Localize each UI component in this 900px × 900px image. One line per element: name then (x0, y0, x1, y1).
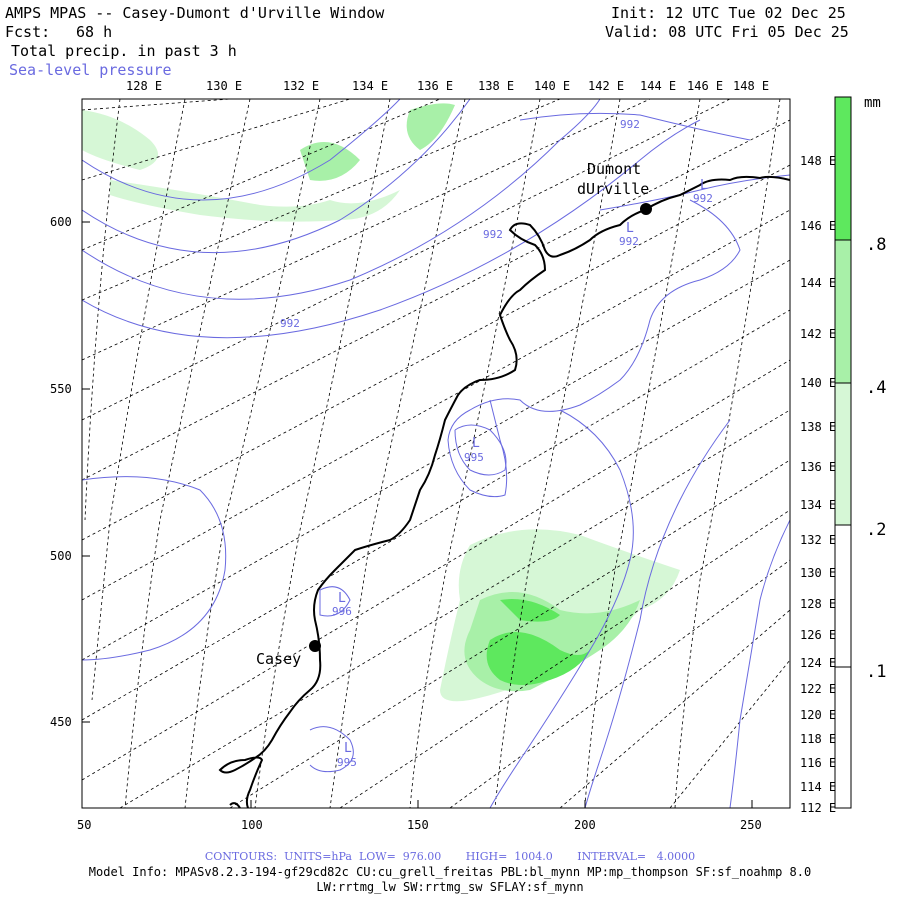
isobars (82, 99, 790, 808)
isobar-label: 992 (483, 228, 503, 241)
right-lon-label: 138 E (800, 420, 836, 434)
right-lon-label: 124 E (800, 656, 836, 670)
top-lon-label: 130 E (206, 79, 242, 93)
colorbar-segment (834, 239, 852, 384)
left-axis-label: 550 (50, 382, 72, 396)
top-lon-label: 146 E (687, 79, 723, 93)
colorbar-segment (834, 524, 852, 668)
bottom-axis-label: 250 (740, 818, 762, 832)
physics-info: LW:rrtmg_lw SW:rrtmg_sw SFLAY:sf_mynn (316, 880, 584, 894)
isobar-label: 992 (620, 118, 640, 131)
colorbar-unit: mm (864, 95, 881, 111)
bottom-axis-label: 150 (407, 818, 429, 832)
init-time: Init: 12 UTC Tue 02 Dec 25 (611, 4, 846, 22)
top-lon-label: 142 E (588, 79, 624, 93)
contours-info: CONTOURS: UNITS=hPa LOW= 976.00 HIGH= 10… (204, 850, 696, 863)
model-info: Model Info: MPASv8.2.3-194-gf29cd82c CU:… (88, 865, 812, 879)
top-lon-labels: 128 E 130 E 132 E 134 E 136 E 138 E 140 … (126, 79, 769, 93)
colorbar-segment (834, 666, 852, 809)
bottom-axis-ticks (250, 800, 753, 808)
left-axis-ticks (82, 221, 90, 723)
colorbar-level: .1 (866, 662, 886, 682)
low-marker: L (472, 436, 480, 451)
isobar-label: 992 (619, 235, 639, 248)
right-lon-label: 128 E (800, 597, 836, 611)
colorbar-segment (834, 96, 852, 241)
low-marker: L (344, 741, 352, 756)
right-lon-labels: 148 E 146 E 144 E 142 E 140 E 138 E 136 … (800, 154, 836, 815)
plot-frame (81, 98, 791, 809)
isobar-label: 996 (332, 605, 352, 618)
coastline (218, 175, 790, 808)
left-axis-label: 600 (50, 215, 72, 229)
isobar-label: 995 (464, 451, 484, 464)
low-markers: L L L L L (338, 178, 708, 756)
isobar-labels: 992 992 992 992 992 995 996 995 (280, 118, 713, 769)
station-label-casey: Casey (256, 650, 301, 668)
field-precip-label: Total precip. in past 3 h (11, 42, 237, 60)
bottom-axis-labels: 50 100 150 200 250 (77, 818, 762, 832)
field-slp-label: Sea-level pressure (9, 61, 172, 79)
left-axis-labels: 600 550 500 450 (50, 215, 72, 729)
colorbar-level: .8 (866, 235, 886, 255)
right-lon-label: 136 E (800, 460, 836, 474)
left-axis-label: 500 (50, 549, 72, 563)
right-lon-label: 114 E (800, 780, 836, 794)
low-marker: L (700, 178, 708, 193)
right-lon-label: 118 E (800, 732, 836, 746)
right-lon-label: 112 E (800, 801, 836, 815)
isobar-label: 992 (693, 192, 713, 205)
fcst-label: Fcst: (5, 23, 51, 41)
top-lon-label: 136 E (417, 79, 453, 93)
right-lon-label: 146 E (800, 219, 836, 233)
top-lon-label: 144 E (640, 79, 676, 93)
right-lon-label: 126 E (800, 628, 836, 642)
top-lon-label: 128 E (126, 79, 162, 93)
bottom-axis-label: 200 (574, 818, 596, 832)
lat-lon-grid (82, 99, 790, 808)
map-plot-area: Dumont dUrville Casey 992 992 992 992 99… (82, 99, 790, 808)
left-axis-label: 450 (50, 715, 72, 729)
bottom-axis-label: 50 (77, 818, 91, 832)
right-lon-label: 134 E (800, 498, 836, 512)
right-lon-label: 122 E (800, 682, 836, 696)
isobar-label: 992 (280, 317, 300, 330)
colorbar-level: .2 (866, 520, 886, 540)
fcst-value: 68 h (76, 23, 113, 41)
right-lon-label: 116 E (800, 756, 836, 770)
top-lon-label: 132 E (283, 79, 319, 93)
right-lon-label: 120 E (800, 708, 836, 722)
low-marker: L (626, 221, 634, 236)
isobar-label: 995 (337, 756, 357, 769)
station-label-dumont-1: Dumont (587, 160, 641, 178)
colorbar-segment (834, 382, 852, 526)
valid-time: Valid: 08 UTC Fri 05 Dec 25 (605, 23, 849, 41)
top-lon-label: 140 E (534, 79, 570, 93)
station-dot-casey (309, 640, 321, 652)
right-lon-label: 142 E (800, 327, 836, 341)
top-lon-label: 138 E (478, 79, 514, 93)
station-label-dumont-2: dUrville (577, 180, 649, 198)
top-lon-label: 148 E (733, 79, 769, 93)
colorbar: mm .8 .4 .2 .1 (834, 95, 886, 809)
map-title: AMPS MPAS -- Casey-Dumont d'Urville Wind… (5, 4, 385, 22)
right-lon-label: 148 E (800, 154, 836, 168)
colorbar-level: .4 (866, 378, 886, 398)
station-dot-dumont (640, 203, 652, 215)
right-lon-label: 144 E (800, 276, 836, 290)
top-lon-label: 134 E (352, 79, 388, 93)
low-marker: L (338, 591, 346, 606)
right-lon-label: 130 E (800, 566, 836, 580)
right-lon-label: 140 E (800, 376, 836, 390)
bottom-axis-label: 100 (241, 818, 263, 832)
right-lon-label: 132 E (800, 533, 836, 547)
